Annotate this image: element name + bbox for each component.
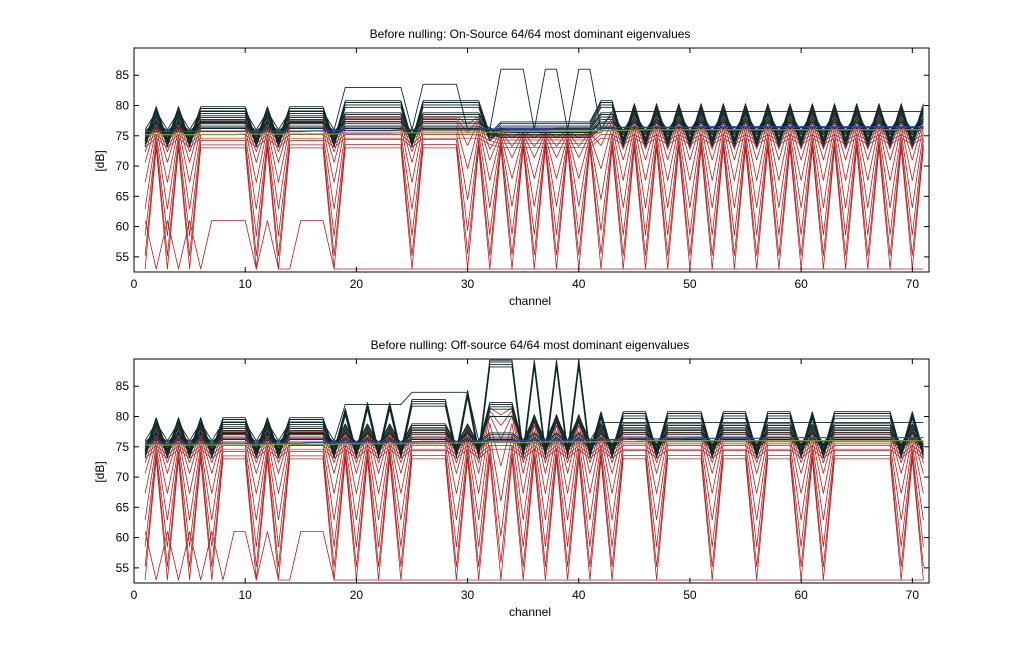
axes-box (133, 47, 930, 273)
plot-area: 0 10 20 30 40 50 60 70 55 60 65 70 75 80 85 (116, 47, 930, 291)
minor-eigenvalue-line (144, 137, 924, 148)
minor-eigenvalue-line (144, 458, 924, 581)
minor-eigenvalue-line (144, 414, 924, 474)
axes-box (133, 358, 930, 584)
x-tick-label: 40 (572, 277, 586, 291)
minor-eigenvalue-line (144, 452, 924, 568)
x-tick-label: 0 (131, 277, 138, 291)
y-tick-label: 75 (116, 440, 130, 454)
median-line (145, 440, 924, 446)
y-tick-label: 60 (116, 220, 130, 234)
x-tick-label: 50 (683, 588, 697, 602)
minor-eigenvalue-line (144, 132, 924, 210)
minor-eigenvalue-line (144, 125, 924, 183)
x-tick-label: 10 (239, 588, 253, 602)
y-tick-label: 85 (116, 68, 130, 82)
minor-eigenvalue-line (144, 445, 924, 456)
mean-line (145, 126, 924, 133)
y-tick-label: 65 (116, 500, 130, 514)
x-tick-label: 60 (794, 277, 808, 291)
x-axis-label: channel (509, 294, 551, 308)
plot-area: 0 10 20 30 40 50 60 70 55 60 65 70 75 80 85 (116, 358, 930, 602)
y-tick-label: 65 (116, 189, 130, 203)
subplot-top: Before nulling: On-Source 64/64 most dom… (93, 27, 930, 308)
chart-title: Before nulling: Off-source 64/64 most do… (371, 338, 690, 352)
minor-eigenvalue-line (144, 448, 924, 459)
x-tick-label: 70 (906, 588, 920, 602)
dominant-eigenvalue-line (144, 432, 924, 443)
dominant-eigenvalue-line (144, 123, 924, 134)
y-tick-label: 55 (116, 561, 130, 575)
series-lines (144, 68, 924, 270)
mean-line (145, 437, 924, 444)
minor-eigenvalue-line (144, 120, 924, 163)
minor-eigenvalue-line (144, 139, 924, 237)
x-tick-label: 20 (350, 277, 364, 291)
x-tick-label: 30 (461, 588, 475, 602)
median-line (145, 129, 924, 136)
subplot-bottom: Before nulling: Off-source 64/64 most do… (93, 338, 930, 619)
y-tick-label: 55 (116, 250, 130, 264)
minor-eigenvalue-line (144, 220, 924, 270)
y-tick-label: 75 (116, 129, 130, 143)
minor-eigenvalue-line (144, 423, 924, 494)
x-tick-label: 20 (350, 588, 364, 602)
x-tick-label: 30 (461, 277, 475, 291)
x-tick-label: 10 (239, 277, 253, 291)
minor-eigenvalue-line (144, 444, 924, 548)
dominant-eigenvalue-line (144, 125, 924, 136)
x-tick-label: 70 (906, 277, 920, 291)
y-axis-label: [dB] (93, 150, 107, 171)
minor-eigenvalue-line (144, 134, 924, 145)
y-tick-label: 80 (116, 410, 130, 424)
x-axis-label: channel (509, 605, 551, 619)
y-tick-label: 60 (116, 531, 130, 545)
dominant-eigenvalue-line (144, 68, 924, 131)
x-tick-label: 40 (572, 588, 586, 602)
y-tick-label: 70 (116, 470, 130, 484)
chart-title: Before nulling: On-Source 64/64 most dom… (370, 27, 691, 41)
y-axis-label: [dB] (93, 461, 107, 482)
minor-eigenvalue-line (144, 531, 924, 581)
x-tick-label: 60 (794, 588, 808, 602)
y-tick-label: 85 (116, 379, 130, 393)
minor-eigenvalue-line (144, 144, 924, 257)
dominant-eigenvalue-line (144, 391, 924, 442)
y-tick-label: 70 (116, 159, 130, 173)
x-tick-label: 0 (131, 588, 138, 602)
y-tick-label: 80 (116, 99, 130, 113)
x-tick-label: 50 (683, 277, 697, 291)
series-lines (144, 359, 924, 581)
minor-eigenvalue-line (144, 118, 924, 153)
dominant-eigenvalue-line (144, 102, 924, 143)
